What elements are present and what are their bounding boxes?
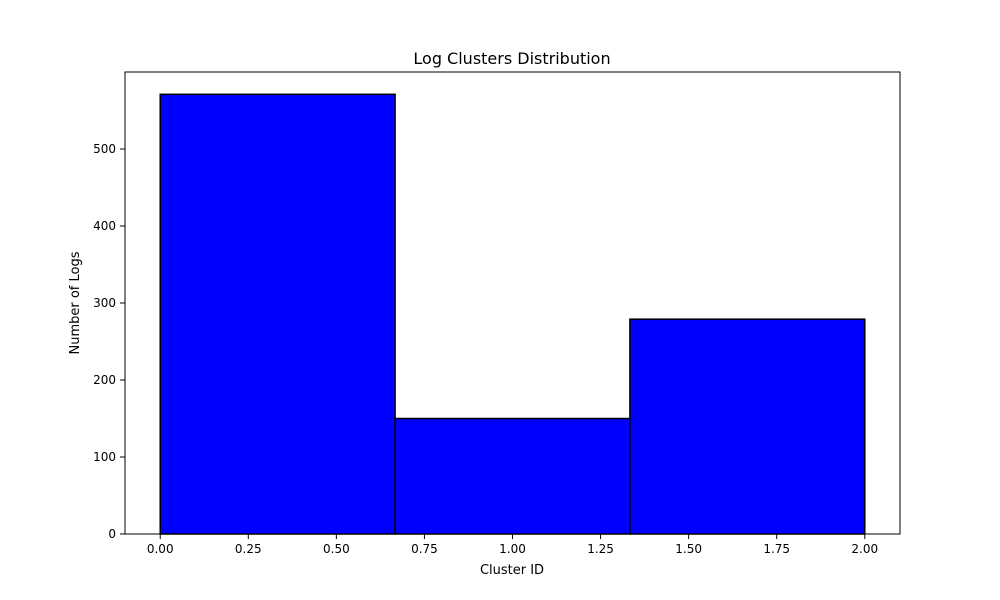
x-tick-label: 0.00 — [147, 542, 174, 556]
x-tick-label: 0.50 — [323, 542, 350, 556]
bars-group — [159, 93, 866, 535]
y-tick-label: 100 — [93, 450, 116, 464]
x-tick-label: 1.75 — [763, 542, 790, 556]
y-tick-label: 500 — [93, 142, 116, 156]
x-tick-label: 0.75 — [411, 542, 438, 556]
bar-2 — [629, 318, 866, 535]
y-axis-label: Number of Logs — [68, 251, 83, 354]
x-tick-label: 1.50 — [675, 542, 702, 556]
x-tick-label: 1.00 — [499, 542, 526, 556]
x-tick-label: 1.25 — [587, 542, 614, 556]
y-tick-label: 400 — [93, 219, 116, 233]
y-ticks-group: 0 100 200 300 400 500 — [93, 142, 125, 541]
y-tick-label: 0 — [108, 527, 116, 541]
y-tick-label: 200 — [93, 373, 116, 387]
x-tick-label: 0.25 — [235, 542, 262, 556]
bar-0 — [159, 93, 396, 535]
y-tick-label: 300 — [93, 296, 116, 310]
x-tick-label: 2.00 — [851, 542, 878, 556]
chart-title: Log Clusters Distribution — [413, 49, 610, 68]
x-axis-label: Cluster ID — [480, 563, 544, 578]
x-ticks-group: 0.00 0.25 0.50 0.75 1.00 1.25 1.50 1.75 2.00 — [147, 534, 878, 556]
bar-1 — [394, 417, 631, 535]
